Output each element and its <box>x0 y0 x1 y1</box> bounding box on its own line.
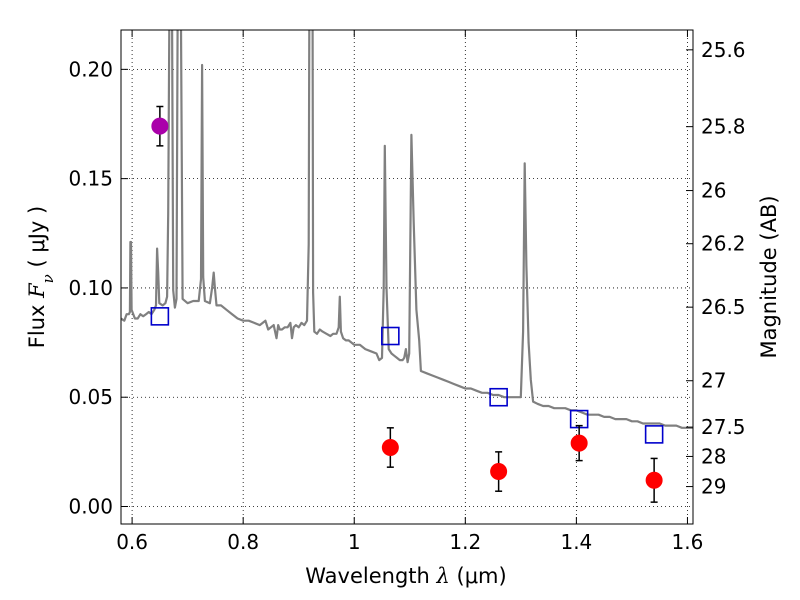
x-tick-label: 1 <box>348 530 361 554</box>
y-tick-label: 0.00 <box>68 495 113 519</box>
y2-tick-label: 29 <box>701 475 726 499</box>
y2-tick-label: 26.2 <box>701 232 746 256</box>
model-photometry-square <box>489 387 508 407</box>
x-tick-label: 0.8 <box>227 530 259 554</box>
observed-flux-point <box>645 471 663 489</box>
y2-tick-label: 27.5 <box>701 415 746 439</box>
markers <box>150 105 664 503</box>
observed-flux-point <box>490 463 508 481</box>
model-photometry-square <box>381 326 400 346</box>
y2-tick-label: 25.6 <box>701 38 746 62</box>
plot-frame <box>120 29 694 525</box>
y2-tick-label: 27 <box>701 369 726 393</box>
x-tick-label: 0.6 <box>116 530 148 554</box>
x-tick-label: 1.6 <box>672 530 704 554</box>
y-tick-label: 0.20 <box>68 57 113 81</box>
y-tick-label: 0.15 <box>68 167 113 191</box>
y2-tick-label: 26 <box>701 179 726 203</box>
observed-flux-point <box>570 434 588 452</box>
x-tick-label: 1.2 <box>449 530 481 554</box>
observed-flux-point <box>151 117 169 135</box>
y2-axis-label: Magnitude (AB) <box>757 195 781 358</box>
y2-tick-label: 25.8 <box>701 115 746 139</box>
y2-tick-label: 28 <box>701 444 726 468</box>
y-tick-label: 0.10 <box>68 276 113 300</box>
observed-flux-point <box>381 438 399 456</box>
axis-ticks <box>121 30 693 524</box>
plot-area <box>121 30 693 429</box>
model-photometry-square <box>150 307 170 326</box>
y2-tick-label: 26.5 <box>701 295 746 319</box>
y-tick-label: 0.05 <box>68 385 113 409</box>
x-tick-label: 1.4 <box>560 530 592 554</box>
x-axis-label: Wavelength λ (μm) <box>305 564 506 588</box>
model-photometry-square <box>644 425 664 444</box>
grid-lines <box>121 30 693 524</box>
y-axis-label: Flux Fν ( μJy ) <box>25 206 57 348</box>
tick-labels: 0.6 0.8 1 1.2 1.4 1.6 0.00 0.05 0.10 0.15 0.20 25.6… <box>68 38 745 554</box>
model-spectrum-line <box>121 30 693 429</box>
